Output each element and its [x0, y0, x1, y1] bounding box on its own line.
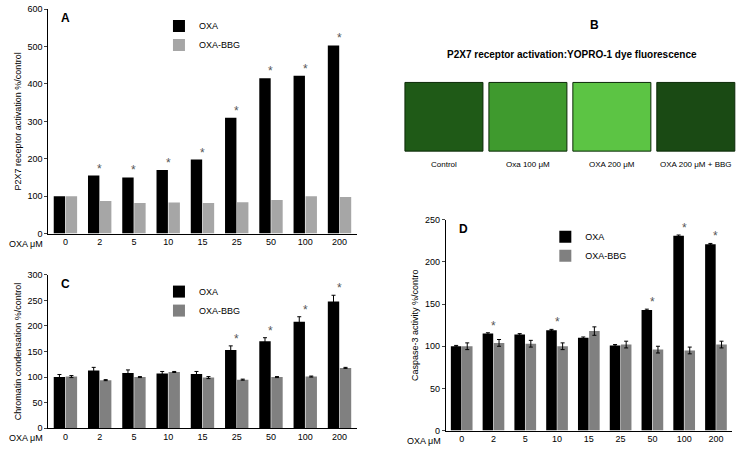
- svg-text:250: 250: [425, 215, 440, 225]
- svg-text:50: 50: [266, 432, 276, 442]
- svg-text:600: 600: [27, 4, 42, 14]
- svg-text:10: 10: [163, 432, 173, 442]
- svg-text:OXA-BBG: OXA-BBG: [199, 306, 240, 316]
- svg-text:*: *: [303, 62, 308, 76]
- svg-text:*: *: [337, 281, 342, 295]
- svg-text:A: A: [61, 11, 70, 25]
- svg-text:200: 200: [708, 434, 723, 444]
- svg-text:250: 250: [27, 296, 42, 306]
- svg-text:100: 100: [425, 341, 440, 351]
- svg-text:100: 100: [27, 191, 42, 201]
- svg-text:OXA-BBG: OXA-BBG: [199, 40, 240, 50]
- svg-text:OXA-BBG: OXA-BBG: [585, 251, 626, 261]
- svg-text:*: *: [200, 146, 205, 160]
- svg-text:500: 500: [27, 42, 42, 52]
- svg-text:*: *: [682, 221, 687, 235]
- svg-text:100: 100: [27, 372, 42, 382]
- svg-text:*: *: [234, 104, 239, 118]
- svg-text:15: 15: [197, 432, 207, 442]
- svg-text:2: 2: [97, 237, 102, 247]
- svg-text:10: 10: [163, 237, 173, 247]
- svg-text:*: *: [97, 162, 102, 176]
- svg-text:P2X7 receptor activation %/con: P2X7 receptor activation %/control: [13, 52, 23, 190]
- svg-text:50: 50: [32, 398, 42, 408]
- svg-text:25: 25: [616, 434, 626, 444]
- svg-text:100: 100: [298, 237, 313, 247]
- svg-text:200: 200: [332, 237, 347, 247]
- svg-text:0: 0: [37, 423, 42, 433]
- svg-text:150: 150: [27, 347, 42, 357]
- svg-text:400: 400: [27, 79, 42, 89]
- svg-text:OXA 200 μM + BBG: OXA 200 μM + BBG: [660, 160, 732, 169]
- svg-text:*: *: [303, 303, 308, 317]
- svg-text:100: 100: [677, 434, 692, 444]
- svg-text:25: 25: [232, 432, 242, 442]
- svg-text:5: 5: [131, 237, 136, 247]
- svg-text:0: 0: [63, 432, 68, 442]
- svg-text:200: 200: [332, 432, 347, 442]
- svg-text:*: *: [650, 295, 655, 309]
- svg-text:*: *: [131, 163, 136, 177]
- svg-text:200: 200: [27, 154, 42, 164]
- svg-text:0: 0: [63, 237, 68, 247]
- svg-text:OXA: OXA: [199, 287, 218, 297]
- svg-text:*: *: [491, 319, 496, 333]
- svg-text:50: 50: [647, 434, 657, 444]
- svg-text:Control: Control: [431, 160, 457, 169]
- svg-text:100: 100: [298, 432, 313, 442]
- svg-text:50: 50: [430, 384, 440, 394]
- svg-text:*: *: [337, 31, 342, 45]
- svg-text:10: 10: [552, 434, 562, 444]
- svg-text:*: *: [713, 229, 718, 243]
- svg-text:*: *: [234, 332, 239, 346]
- svg-text:Chromatin condensation %/contr: Chromatin condensation %/control: [13, 283, 23, 421]
- svg-text:OXA: OXA: [585, 232, 604, 242]
- svg-text:0: 0: [435, 426, 440, 436]
- svg-text:*: *: [166, 156, 171, 170]
- svg-text:200: 200: [425, 257, 440, 267]
- svg-text:200: 200: [27, 321, 42, 331]
- svg-text:300: 300: [27, 117, 42, 127]
- svg-text:OXA μM: OXA μM: [9, 239, 43, 249]
- svg-text:150: 150: [425, 299, 440, 309]
- svg-text:5: 5: [131, 432, 136, 442]
- svg-text:2: 2: [491, 434, 496, 444]
- svg-text:25: 25: [232, 237, 242, 247]
- svg-text:OXA 200 μM: OXA 200 μM: [589, 160, 635, 169]
- svg-text:300: 300: [27, 270, 42, 280]
- svg-text:15: 15: [584, 434, 594, 444]
- svg-text:Oxa 100 μM: Oxa 100 μM: [506, 160, 550, 169]
- svg-text:*: *: [268, 64, 273, 78]
- svg-text:D: D: [459, 222, 468, 236]
- svg-text:OXA: OXA: [199, 21, 218, 31]
- svg-text:*: *: [555, 315, 560, 329]
- svg-text:50: 50: [266, 237, 276, 247]
- svg-text:Caspase-3 activity %/contro: Caspase-3 activity %/contro: [410, 269, 420, 381]
- svg-text:5: 5: [523, 434, 528, 444]
- svg-text:0: 0: [37, 229, 42, 239]
- svg-text:2: 2: [97, 432, 102, 442]
- svg-text:P2X7 receptor activation:YOPRO: P2X7 receptor activation:YOPRO-1 dye flu…: [447, 49, 697, 60]
- svg-text:OXA μM: OXA μM: [407, 436, 441, 446]
- svg-text:0: 0: [459, 434, 464, 444]
- svg-text:C: C: [61, 277, 70, 291]
- svg-text:15: 15: [197, 237, 207, 247]
- svg-text:OXA μM: OXA μM: [9, 433, 43, 443]
- svg-text:*: *: [268, 324, 273, 338]
- svg-text:B: B: [590, 18, 599, 32]
